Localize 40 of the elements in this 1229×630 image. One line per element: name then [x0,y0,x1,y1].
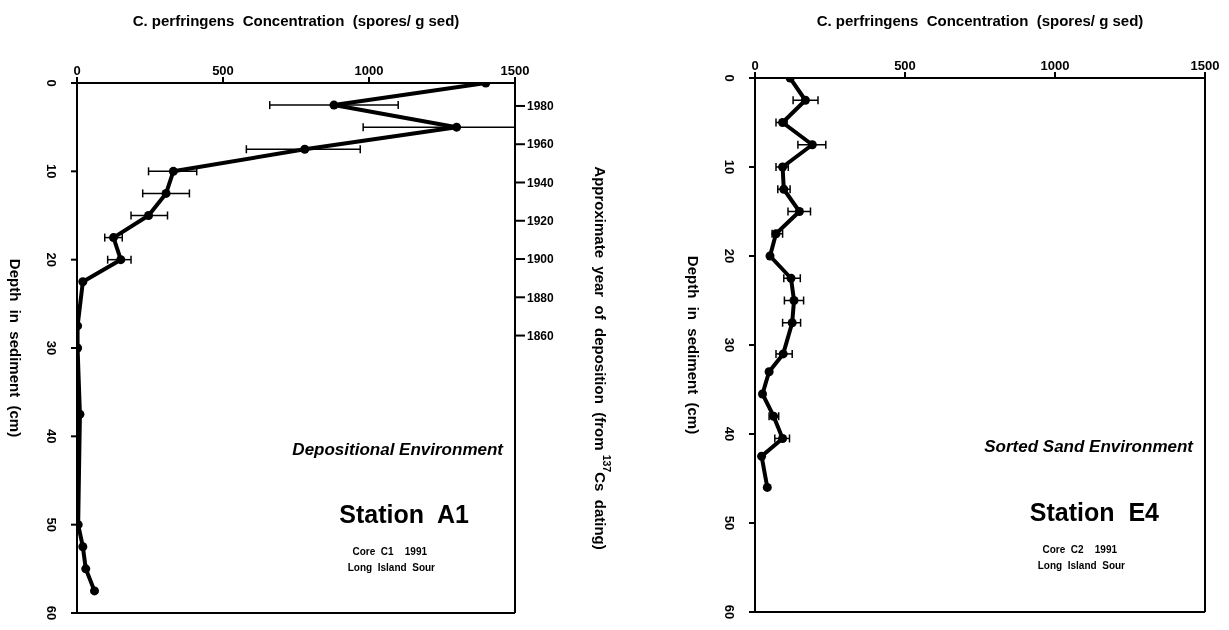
annotation: Station E4 [1029,497,1159,526]
y-tick-label: 20 [43,252,59,267]
x-tick-label: 1500 [1190,58,1220,73]
y-tick-label: 40 [721,426,737,442]
y-axis-title: Depth in sediment (cm) [684,255,702,435]
y2-tick-label: 1860 [527,328,555,343]
y2-tick-label: 1980 [527,99,555,114]
x-tick-label: 500 [212,63,234,78]
y2-tick-label: 1880 [527,290,555,305]
y-tick-label: 50 [721,515,737,531]
y-tick-label: 0 [43,79,59,87]
x-tick-label: 1000 [1040,58,1070,73]
y-tick-label: 60 [43,605,59,621]
annotation: Depositional Environment [292,439,503,459]
x-tick-label: 1000 [354,63,384,78]
x-axis-title: C. perfringens Concentration (spores/ g sed) [131,12,461,29]
x-tick-label: 0 [73,63,81,78]
annotation: Core C1 1991 [352,545,427,557]
x-tick-label: 500 [894,58,916,73]
y2-tick-label: 1960 [527,137,555,152]
y-tick-label: 10 [43,164,59,179]
y-tick-label: 20 [721,248,737,264]
y-tick-label: 30 [721,337,737,353]
y-tick-label: 50 [43,517,59,532]
annotation: Station A1 [339,499,469,528]
y-tick-label: 40 [43,429,59,444]
y-tick-label: 60 [721,604,737,620]
x-tick-label: 0 [751,58,759,73]
y-tick-label: 10 [721,159,737,175]
y2-tick-label: 1940 [527,175,555,190]
annotation: Core C2 1991 [1042,544,1117,556]
y-tick-label: 30 [43,340,59,356]
x-tick-label: 1500 [500,63,530,78]
y-axis-title: Depth in sediment (cm) [6,258,24,438]
annotation: Sorted Sand Environment [984,437,1193,457]
annotation: Long Island Sour [1037,560,1125,572]
y2-tick-label: 1900 [527,252,555,267]
x-axis-title: C. perfringens Concentration (spores/ g sed) [815,12,1145,29]
annotation: Long Island Sour [347,561,435,573]
y2-tick-label: 1920 [527,214,555,229]
